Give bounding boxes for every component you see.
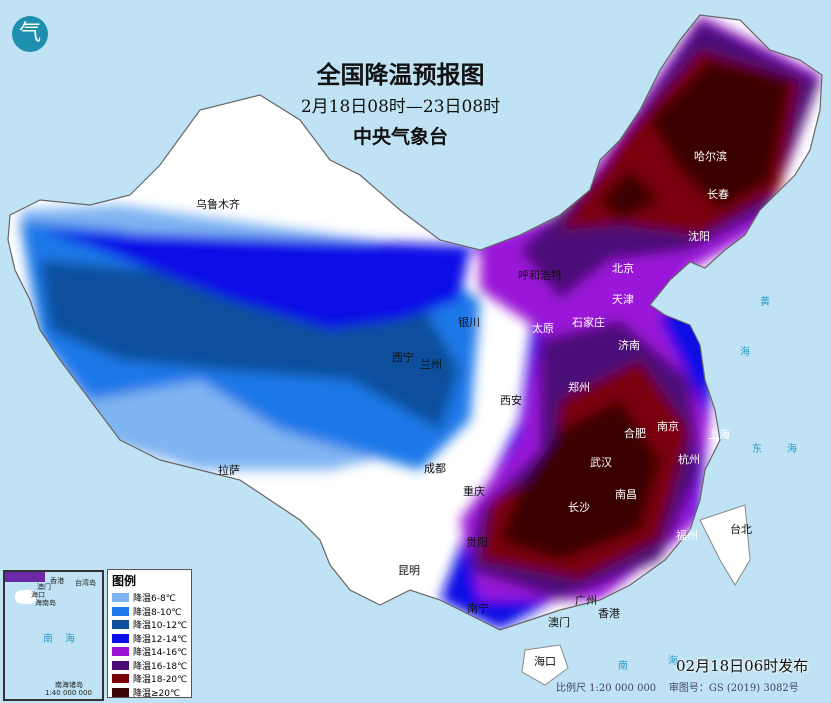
china-border (7, 14, 823, 631)
legend-item: 降温16-18℃ (108, 659, 191, 673)
city-label: 广州 (575, 594, 597, 607)
city-label: 乌鲁木齐 (196, 198, 240, 211)
city-label: 台北 (730, 523, 752, 536)
city-label: 太原 (532, 322, 554, 335)
inset-label: 澳门 (37, 583, 51, 591)
inset-label: 南海诸岛 (55, 681, 83, 689)
city-label: 福州 (676, 529, 698, 542)
map-number: 审图号：GS (2019) 3082号 (668, 683, 799, 694)
legend-label: 降温≥20℃ (133, 688, 181, 699)
city-label: 长春 (707, 188, 729, 201)
city-label: 银川 (458, 316, 480, 329)
legend-swatch (112, 633, 129, 643)
city-label: 哈尔滨 (694, 150, 727, 163)
legend-label: 降温14-16℃ (133, 648, 188, 659)
city-label: 北京 (612, 262, 634, 275)
city-label: 昆明 (398, 564, 420, 577)
city-label: 南京 (657, 420, 679, 433)
city-label: 呼和浩特 (518, 269, 562, 282)
inset-label: 海南岛 (35, 599, 56, 607)
hainan-island (521, 644, 569, 686)
cma-logo: 气 (12, 16, 48, 52)
city-label: 澳门 (548, 616, 570, 629)
legend-swatch (112, 620, 129, 630)
city-label: 石家庄 (572, 316, 605, 329)
legend-item: 降温≥20℃ (108, 686, 191, 700)
scale-text: 比例尺 1:20 000 000 (556, 683, 657, 694)
inset-label: 海 (65, 634, 75, 645)
inset-label: 海口 (31, 591, 45, 599)
city-label: 武汉 (590, 456, 612, 469)
city-label: 重庆 (463, 485, 485, 498)
legend-item: 降温6-8℃ (108, 591, 191, 605)
city-label: 贵阳 (466, 536, 488, 549)
city-label: 长沙 (568, 501, 590, 514)
map-title: 全国降温预报图 (316, 60, 485, 89)
city-label: 西宁 (392, 351, 414, 364)
legend-label: 降温8-10℃ (133, 607, 182, 618)
legend-label: 降温6-8℃ (133, 594, 176, 605)
scale-info: 比例尺 1:20 000 000 审图号：GS (2019) 3082号 (556, 679, 799, 694)
inset-label: 台湾岛 (75, 579, 96, 587)
sea-label: 黄 (760, 297, 770, 308)
legend-item: 降温8-10℃ (108, 605, 191, 619)
taiwan-island (699, 504, 751, 586)
inset-label: 香港 (50, 577, 64, 585)
legend-swatch (112, 687, 129, 697)
legend-item: 降温12-14℃ (108, 632, 191, 646)
legend-swatch (112, 606, 129, 616)
legend-label: 降温12-14℃ (133, 634, 188, 645)
sea-label: 东 (752, 444, 762, 455)
legend-item: 降温18-20℃ (108, 672, 191, 686)
legend-label: 降温10-12℃ (133, 621, 188, 632)
legend: 图例 降温6-8℃ 降温8-10℃ 降温10-12℃ 降温12-14℃ 降温14-16℃… (107, 569, 192, 700)
sea-label: 海 (740, 347, 750, 358)
sea-label: 海 (787, 444, 797, 455)
city-label: 沈阳 (688, 230, 710, 243)
city-label: 合肥 (624, 427, 646, 440)
inset-label: 南 (43, 634, 53, 645)
legend-title: 图例 (112, 574, 137, 588)
south-china-sea-inset: 香港 澳门 台湾岛 海口 海南岛 南 海 南海诸岛 1:40 000 000 (3, 570, 104, 701)
legend-swatch (112, 647, 129, 657)
zone-ge20 (500, 60, 790, 560)
sea-label: 海 (668, 656, 678, 667)
map-period: 2月18日08时—23日08时 (300, 97, 501, 117)
legend-swatch (112, 593, 129, 603)
map-issuer: 中央气象台 (352, 126, 448, 148)
release-time: 02月18日06时发布 (676, 657, 809, 675)
city-label: 海口 (534, 655, 556, 668)
city-label: 兰州 (420, 358, 442, 371)
legend-label: 降温16-18℃ (133, 661, 188, 672)
city-label: 西安 (500, 394, 522, 407)
legend-swatch (112, 660, 129, 670)
city-label: 济南 (618, 339, 640, 352)
city-label: 上海 (708, 428, 730, 441)
city-label: 杭州 (678, 453, 700, 466)
city-label: 成都 (424, 462, 446, 475)
city-label: 香港 (598, 607, 620, 620)
legend-item: 降温10-12℃ (108, 618, 191, 632)
legend-label: 降温18-20℃ (133, 675, 188, 686)
legend-item: 降温14-16℃ (108, 645, 191, 659)
city-label: 拉萨 (218, 464, 240, 477)
sea-label: 南 (618, 661, 628, 672)
inset-scale: 1:40 000 000 (45, 689, 92, 697)
city-label: 郑州 (568, 381, 590, 394)
legend-swatch (112, 674, 129, 684)
city-label: 南宁 (467, 602, 489, 615)
city-label: 天津 (612, 293, 634, 306)
city-label: 南昌 (615, 488, 637, 501)
